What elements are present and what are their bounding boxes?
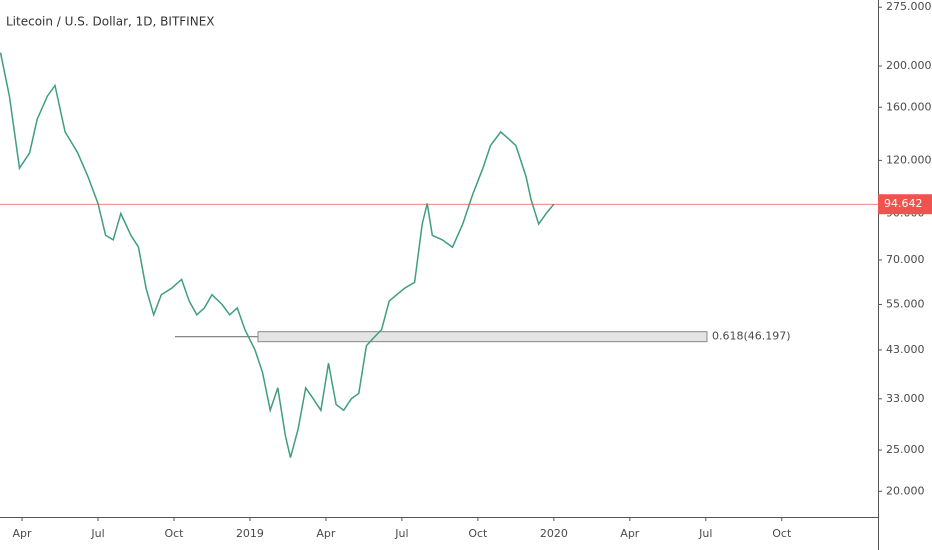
x-tick-label: Jul bbox=[90, 527, 104, 540]
x-tick-label: Apr bbox=[620, 527, 640, 540]
x-tick-label: Oct bbox=[468, 527, 488, 540]
x-tick-label: Apr bbox=[13, 527, 33, 540]
last-price-label: 94.642 bbox=[884, 197, 923, 210]
x-tick-label: 2019 bbox=[236, 527, 264, 540]
y-tick-label: 33.000 bbox=[886, 392, 925, 405]
y-tick-label: 25.000 bbox=[886, 443, 925, 456]
chart-title: Litecoin / U.S. Dollar, 1D, BITFINEX bbox=[6, 15, 215, 29]
y-tick-label: 120.000 bbox=[886, 153, 932, 166]
y-tick-label: 275.000 bbox=[886, 0, 932, 13]
y-tick-label: 200.000 bbox=[886, 59, 932, 72]
y-tick-label: 70.000 bbox=[886, 253, 925, 266]
y-tick-label: 55.000 bbox=[886, 297, 925, 310]
y-tick-label: 20.000 bbox=[886, 484, 925, 497]
y-tick-label: 43.000 bbox=[886, 343, 925, 356]
price-line bbox=[0, 52, 555, 458]
x-tick-label: Jul bbox=[698, 527, 712, 540]
x-tick-label: Jul bbox=[394, 527, 408, 540]
x-tick-label: 2020 bbox=[540, 527, 568, 540]
x-tick-label: Oct bbox=[772, 527, 792, 540]
last-price-box bbox=[878, 194, 932, 215]
fib-zone bbox=[257, 331, 708, 343]
x-tick-label: Oct bbox=[164, 527, 184, 540]
x-tick-label: Apr bbox=[316, 527, 336, 540]
fib-label: 0.618(46.197) bbox=[712, 330, 791, 343]
y-tick-label: 160.000 bbox=[886, 100, 932, 113]
